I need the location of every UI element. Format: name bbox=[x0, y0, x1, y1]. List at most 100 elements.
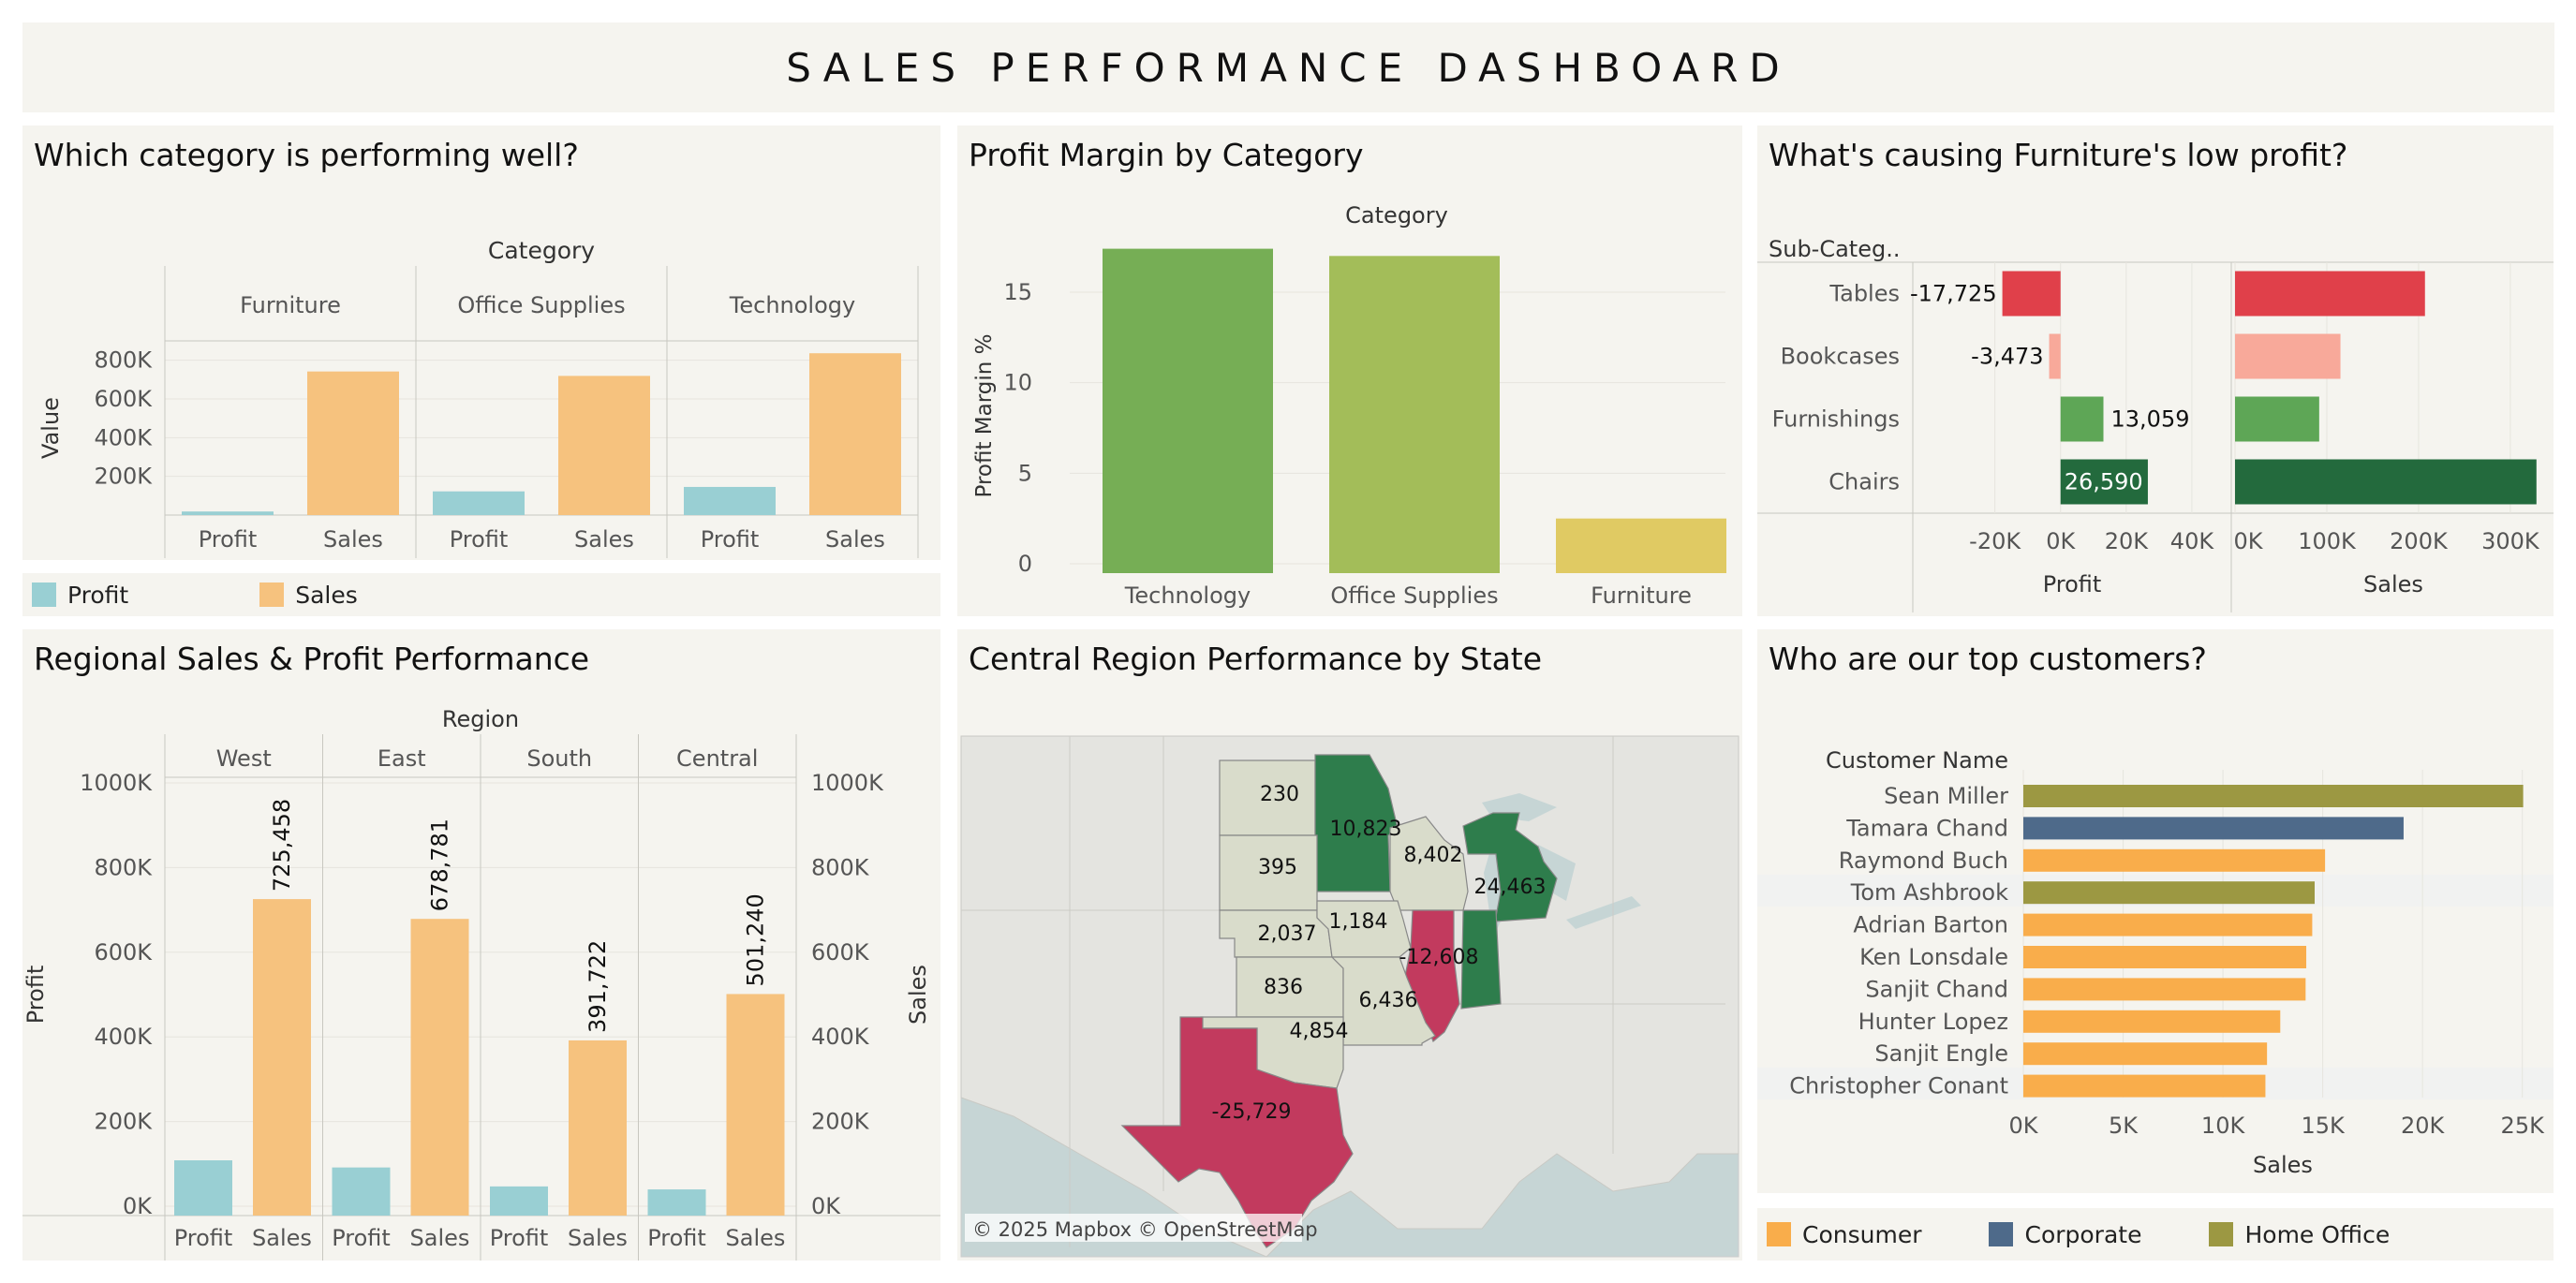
bar-sales bbox=[726, 994, 785, 1216]
y-axis-label-left: Profit bbox=[22, 966, 49, 1025]
x-tick-label: 300K bbox=[2481, 528, 2540, 554]
bar-profit bbox=[490, 1186, 548, 1216]
bar-customer bbox=[2023, 1074, 2266, 1098]
y-tick-label: 0 bbox=[1018, 551, 1032, 577]
bar-sales bbox=[2235, 396, 2319, 442]
central-map[interactable]: 230 10,823 395 8,402 24,463 2,037 1,184 -12,608… bbox=[957, 629, 1742, 1261]
customer-label: Ken Lonsdale bbox=[1859, 944, 2008, 970]
group-label: Central bbox=[676, 745, 758, 772]
x-tick-label: 0K bbox=[2233, 528, 2263, 554]
group-label: Technology bbox=[729, 292, 855, 318]
data-label: 501,240 bbox=[743, 893, 769, 986]
furniture-chart: Sub-Categ.. -20K 0K 20K 40K 0K 100K 200K 300K Pro… bbox=[1757, 236, 2554, 612]
x-tick-label: Sales bbox=[252, 1225, 312, 1251]
customer-label: Sean Miller bbox=[1884, 783, 2008, 809]
bar-sales bbox=[2235, 459, 2537, 505]
y-axis-label: Profit Margin % bbox=[972, 333, 997, 497]
map-title: Central Region Performance by State bbox=[969, 641, 1543, 677]
bar-customer bbox=[2023, 817, 2404, 840]
bar-customer bbox=[2023, 946, 2307, 968]
state-value-missouri: 6,436 bbox=[1359, 989, 1418, 1012]
x-tick-label: 15K bbox=[2301, 1113, 2346, 1139]
y-tick-label: 1000K bbox=[80, 770, 153, 796]
data-label: 26,590 bbox=[2065, 469, 2143, 495]
legend-label: Consumer bbox=[1802, 1220, 1922, 1248]
state-texas bbox=[1120, 1016, 1354, 1248]
y-tick-label: 5 bbox=[1018, 460, 1032, 486]
y-tick-label: 400K bbox=[94, 1024, 153, 1050]
data-label: 391,722 bbox=[585, 940, 611, 1033]
legend-label: Sales bbox=[295, 581, 358, 609]
row-header: Customer Name bbox=[1826, 747, 2008, 774]
x-tick-label: Profit bbox=[174, 1225, 233, 1251]
y-tick-label: 600K bbox=[94, 386, 153, 412]
y-tick-label: 0K bbox=[123, 1193, 153, 1219]
bar-sales bbox=[809, 353, 901, 515]
region-header: Region bbox=[442, 706, 519, 732]
data-label: 725,458 bbox=[269, 799, 295, 892]
x-axis-label: Profit bbox=[2043, 571, 2102, 597]
state-value-wisconsin: 8,402 bbox=[1404, 844, 1463, 867]
data-label: -3,473 bbox=[1971, 344, 2043, 370]
state-value-minnesota: 10,823 bbox=[1330, 818, 1402, 841]
group-label: Furniture bbox=[240, 292, 341, 318]
x-tick-label: 20K bbox=[2401, 1113, 2446, 1139]
group-label: West bbox=[216, 745, 272, 772]
legend-swatch bbox=[2209, 1222, 2234, 1246]
bar-margin bbox=[1103, 248, 1273, 573]
bar-profit bbox=[647, 1189, 706, 1216]
legend-item[interactable]: Home Office bbox=[2209, 1221, 2390, 1248]
y-tick-label-right: 1000K bbox=[811, 770, 884, 796]
row-header: Sub-Categ.. bbox=[1769, 236, 1900, 262]
legend-item[interactable]: Sales bbox=[259, 582, 358, 609]
dashboard-title: SALES PERFORMANCE DASHBOARD bbox=[22, 22, 2554, 112]
x-tick-label: 0K bbox=[2008, 1113, 2038, 1139]
x-tick-label: Sales bbox=[323, 526, 383, 553]
bar-profit bbox=[684, 486, 776, 515]
category-chart: Category Value 200K 400K 600K 800K Furniture Pr… bbox=[37, 237, 919, 558]
margin-header: Category bbox=[1345, 202, 1448, 229]
group-label: Office Supplies bbox=[457, 292, 625, 318]
x-tick-label: Profit bbox=[647, 1225, 706, 1251]
category-header: Category bbox=[488, 237, 595, 264]
row-label: Furnishings bbox=[1772, 406, 1900, 433]
customer-label: Sanjit Engle bbox=[1874, 1040, 2008, 1067]
bar-margin bbox=[1556, 518, 1726, 573]
state-missouri bbox=[1330, 956, 1436, 1046]
row-label: Bookcases bbox=[1781, 344, 1900, 370]
y-tick-label-right: 400K bbox=[811, 1024, 870, 1050]
state-value-michigan: 24,463 bbox=[1474, 876, 1547, 899]
state-value-nebraska: 2,037 bbox=[1258, 922, 1317, 946]
state-value-oklahoma: 4,854 bbox=[1290, 1020, 1349, 1043]
customers-title: Who are our top customers? bbox=[1769, 641, 2207, 677]
bar-profit bbox=[433, 491, 525, 515]
attribution-bg bbox=[965, 1214, 1302, 1242]
regional-chart: Region Profit Sales 0K 0K 200K 200K 400K 400K 600… bbox=[22, 706, 940, 1261]
customer-label: Christopher Conant bbox=[1789, 1073, 2008, 1099]
y-tick-label: 800K bbox=[94, 854, 153, 880]
y-axis-label: Value bbox=[37, 397, 64, 459]
furniture-panel: What's causing Furniture's low profit? S… bbox=[1757, 125, 2554, 616]
y-tick-label: 200K bbox=[94, 464, 153, 490]
legend-label: Profit bbox=[67, 581, 129, 609]
x-tick-label: 5K bbox=[2109, 1113, 2139, 1139]
customer-label: Raymond Buch bbox=[1839, 848, 2008, 874]
bar-profit bbox=[332, 1167, 391, 1216]
customers-chart: Customer Name 0K 5K 10K 15K 20K 25K Sales Sean M… bbox=[1757, 747, 2554, 1178]
legend-item[interactable]: Corporate bbox=[1989, 1221, 2141, 1248]
x-tick-label: 20K bbox=[2105, 528, 2150, 554]
group-label: East bbox=[378, 745, 426, 772]
bar-profit bbox=[2049, 333, 2061, 379]
x-tick-label: Profit bbox=[490, 1225, 549, 1251]
state-value-north-dakota: 230 bbox=[1260, 783, 1299, 806]
x-tick-label: -20K bbox=[1969, 528, 2021, 554]
legend-item[interactable]: Profit bbox=[32, 582, 128, 609]
legend-swatch bbox=[1989, 1222, 2014, 1246]
bar-customer bbox=[2023, 881, 2316, 905]
bar-customer bbox=[2023, 978, 2306, 1001]
margin-chart: Category Profit Margin % 0 5 10 15 Technology O… bbox=[972, 202, 1726, 609]
customer-label: Hunter Lopez bbox=[1858, 1009, 2008, 1035]
y-tick-label: 400K bbox=[94, 424, 153, 450]
bar-profit bbox=[2060, 459, 2148, 505]
legend-item[interactable]: Consumer bbox=[1767, 1221, 1921, 1248]
